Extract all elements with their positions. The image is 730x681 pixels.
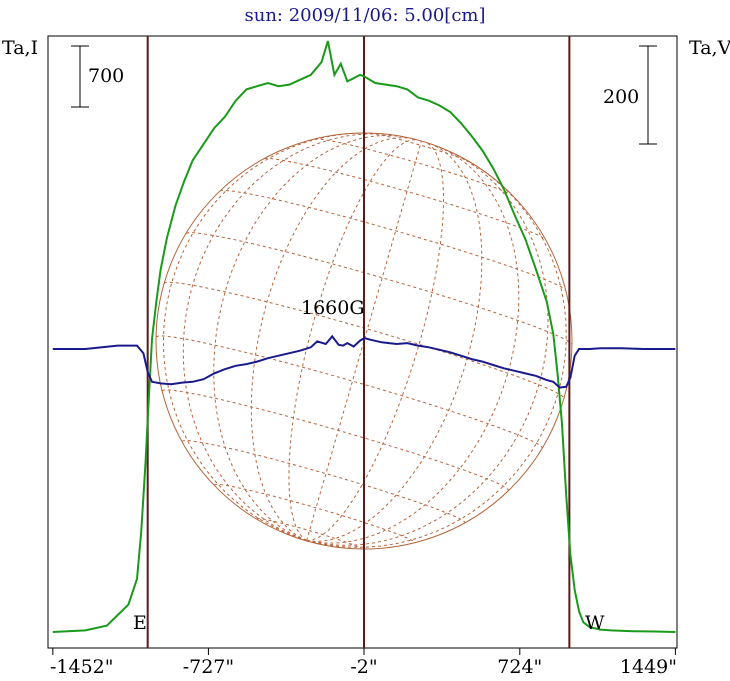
meridian-line (182, 133, 394, 541)
x-tick-label: -2" (350, 656, 377, 678)
meridian-line (250, 137, 411, 541)
meridian-line (306, 141, 422, 541)
parallel-line (314, 138, 514, 197)
solar-disk-grid (155, 132, 573, 550)
x-tick-label: -1452" (50, 656, 114, 678)
right-axis-label: Ta,V (689, 37, 730, 59)
meridian-line (306, 142, 444, 541)
parallel-line (186, 232, 573, 345)
polarization-series-line (52, 334, 676, 389)
east-limb-label: E (133, 612, 147, 634)
plot-frame (47, 35, 678, 649)
parallel-line (264, 157, 546, 240)
chart-title: sun: 2009/11/06: 5.00[cm] (244, 5, 485, 26)
west-limb-label: W (585, 612, 605, 634)
left-axis-label: Ta,I (2, 37, 38, 59)
meridian-line (163, 132, 370, 541)
x-tick-label: -727" (183, 656, 234, 678)
scale-bar-left-label: 700 (88, 65, 124, 87)
parallel-line (161, 389, 509, 491)
magnetic-field-label: 1660G (301, 297, 365, 319)
parallel-line (213, 483, 415, 543)
parallel-line (181, 440, 466, 523)
meridian-line (306, 150, 549, 546)
meridian-line (288, 139, 416, 541)
parallel-line (219, 189, 567, 291)
meridian-line (306, 161, 567, 548)
parallel-line (256, 517, 361, 549)
meridian-line (306, 145, 520, 544)
x-tick-label: 1449" (620, 656, 677, 678)
meridian-line (213, 134, 407, 541)
x-tick-label: 724" (497, 656, 542, 678)
scale-bar-right-label: 200 (603, 86, 639, 108)
intensity-series-line (52, 40, 676, 633)
